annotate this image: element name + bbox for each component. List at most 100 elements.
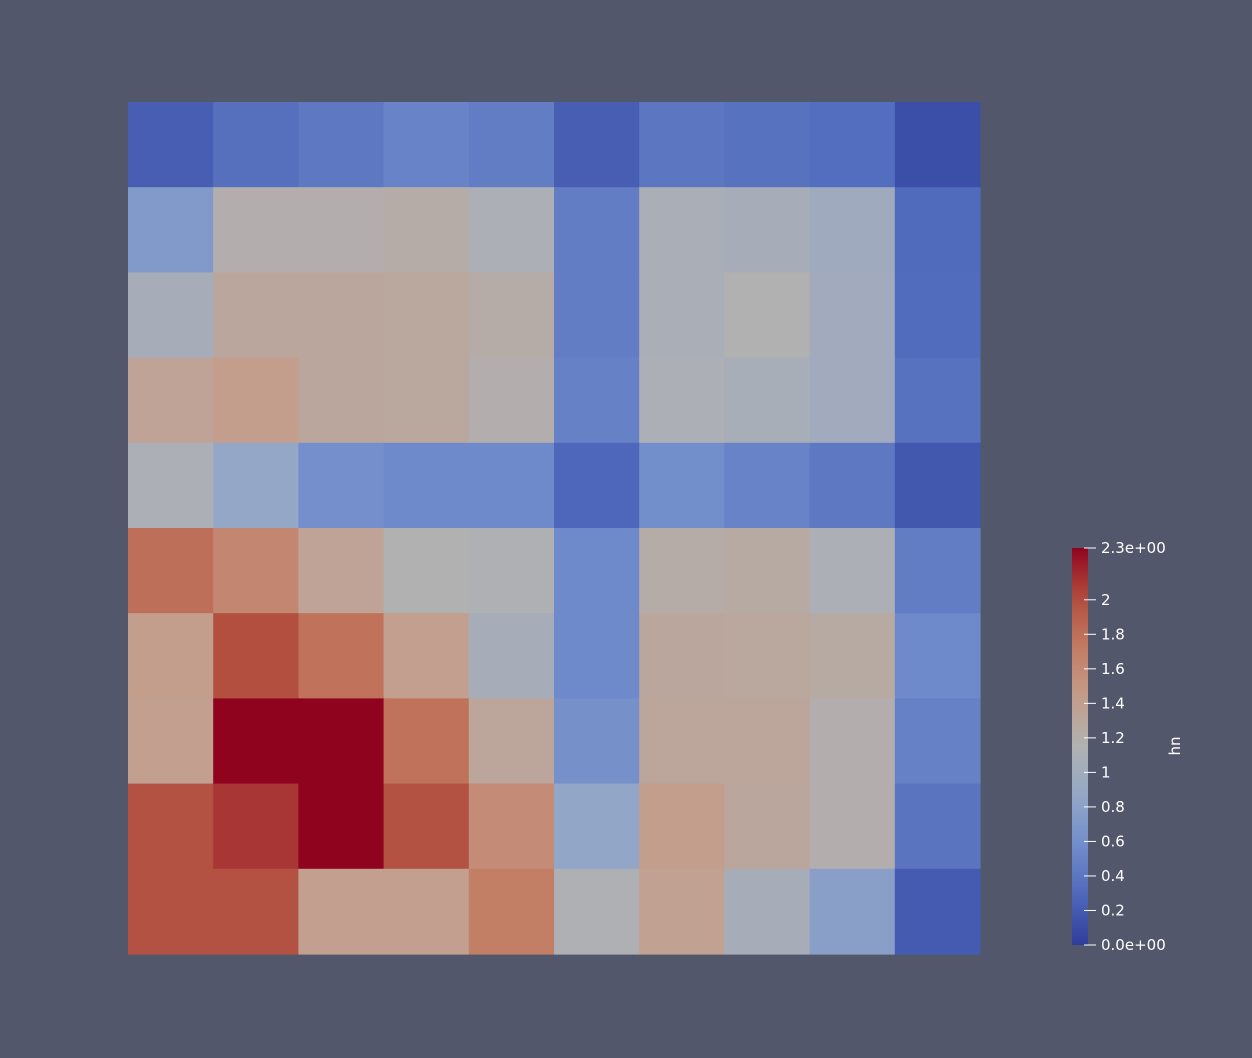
heatmap-cell: [213, 528, 299, 614]
colorbar-tick-label: 1.4: [1101, 694, 1125, 712]
colorbar-ticks: 0.0e+00 0.2 0.4 0.6 0.8 1 1.2 1.4 1.6 1.8 2 2.3e+00: [1084, 539, 1166, 954]
heatmap-cell: [809, 357, 896, 444]
heatmap-cell: [383, 783, 470, 870]
heatmap-cell: [894, 613, 981, 699]
heatmap-cell: [809, 272, 896, 359]
heatmap-cell: [213, 187, 299, 273]
heatmap-cell: [128, 442, 214, 529]
heatmap-cell: [554, 187, 640, 273]
heatmap-cell: [298, 272, 385, 359]
color-legend: 0.0e+00 0.2 0.4 0.6 0.8 1 1.2 1.4 1.6 1.8 2 2.3e+00…: [1072, 539, 1184, 954]
heatmap-cell: [554, 357, 640, 444]
heatmap-cell: [639, 102, 725, 188]
heatmap-cell: [298, 698, 385, 785]
heatmap-cell: [554, 783, 640, 870]
heatmap-cell: [639, 528, 725, 614]
heatmap-cell: [639, 272, 725, 359]
heatmap-cell: [213, 868, 299, 955]
heatmap-cell: [383, 613, 470, 699]
heatmap-cell: [894, 442, 981, 529]
heatmap-cell: [894, 783, 981, 870]
colorbar-gradient: [1072, 548, 1088, 945]
heatmap-cell: [298, 187, 385, 273]
heatmap-cell: [383, 868, 470, 955]
heatmap-cell: [724, 868, 811, 955]
heatmap-cell: [809, 187, 896, 273]
colorbar-tick-label: 0.4: [1101, 867, 1125, 885]
heatmap-cell: [554, 698, 640, 785]
heatmap-cell: [554, 102, 640, 188]
heatmap-cell: [298, 442, 385, 529]
heatmap-cell: [213, 357, 299, 444]
heatmap-cell: [468, 442, 555, 529]
heatmap-cell: [809, 613, 896, 699]
heatmap-cell: [128, 783, 214, 870]
heatmap-cell: [724, 528, 811, 614]
colorbar-tick-label: 0.6: [1101, 832, 1125, 850]
heatmap-cell: [639, 783, 725, 870]
heatmap-cell: [213, 613, 299, 699]
colorbar-tick-label: 2: [1101, 591, 1111, 609]
heatmap-cell: [298, 613, 385, 699]
heatmap-cell: [213, 102, 299, 188]
heatmap-cell: [554, 528, 640, 614]
heatmap-surface: [128, 102, 981, 955]
heatmap-cell: [128, 187, 214, 273]
heatmap-cell: [554, 272, 640, 359]
heatmap-cell: [809, 698, 896, 785]
heatmap-cell: [298, 102, 385, 188]
heatmap-cell: [894, 868, 981, 955]
heatmap-cell: [213, 698, 299, 785]
heatmap-cell: [128, 868, 214, 955]
heatmap-cell: [809, 783, 896, 870]
heatmap-cell: [468, 357, 555, 444]
heatmap-cell: [724, 613, 811, 699]
heatmap-cell: [128, 698, 214, 785]
heatmap-cell: [809, 528, 896, 614]
heatmap-cell: [894, 698, 981, 785]
heatmap-cell: [128, 357, 214, 444]
colorbar-tick-label: 0.8: [1101, 798, 1125, 816]
heatmap-cell: [554, 442, 640, 529]
heatmap-cell: [724, 102, 811, 188]
heatmap-cell: [894, 357, 981, 444]
heatmap-cell: [554, 868, 640, 955]
colorbar-title: hn: [1166, 736, 1184, 755]
heatmap-cell: [298, 357, 385, 444]
heatmap-cell: [383, 698, 470, 785]
heatmap-cell: [809, 868, 896, 955]
colorbar-max-label: 2.3e+00: [1101, 539, 1166, 557]
heatmap-cell: [128, 102, 214, 188]
heatmap-cell: [724, 698, 811, 785]
colorbar-tick-label: 1.6: [1101, 660, 1125, 678]
heatmap-cell: [128, 272, 214, 359]
heatmap-cell: [213, 442, 299, 529]
colorbar-tick-label: 0.2: [1101, 901, 1125, 919]
heatmap-cell: [298, 868, 385, 955]
heatmap-cell: [128, 613, 214, 699]
heatmap-cell: [639, 187, 725, 273]
heatmap-cell: [724, 272, 811, 359]
heatmap-cell: [468, 187, 555, 273]
heatmap-cell: [724, 783, 811, 870]
heatmap-cell: [468, 102, 555, 188]
heatmap-cell: [809, 102, 896, 188]
heatmap-cell: [128, 528, 214, 614]
heatmap-cell: [213, 272, 299, 359]
heatmap-cell: [724, 442, 811, 529]
heatmap-cell: [468, 528, 555, 614]
heatmap-cell: [383, 272, 470, 359]
colorbar-tick-label: 1.8: [1101, 625, 1125, 643]
heatmap-cell: [639, 357, 725, 444]
heatmap-cell: [383, 528, 470, 614]
heatmap-cell: [383, 442, 470, 529]
heatmap-cell: [213, 783, 299, 870]
heatmap-cell: [383, 187, 470, 273]
heatmap-cell: [639, 698, 725, 785]
colorbar-min-label: 0.0e+00: [1101, 936, 1166, 954]
heatmap-cell: [383, 357, 470, 444]
heatmap-cell: [809, 442, 896, 529]
heatmap-cell: [639, 613, 725, 699]
heatmap-cell: [468, 698, 555, 785]
